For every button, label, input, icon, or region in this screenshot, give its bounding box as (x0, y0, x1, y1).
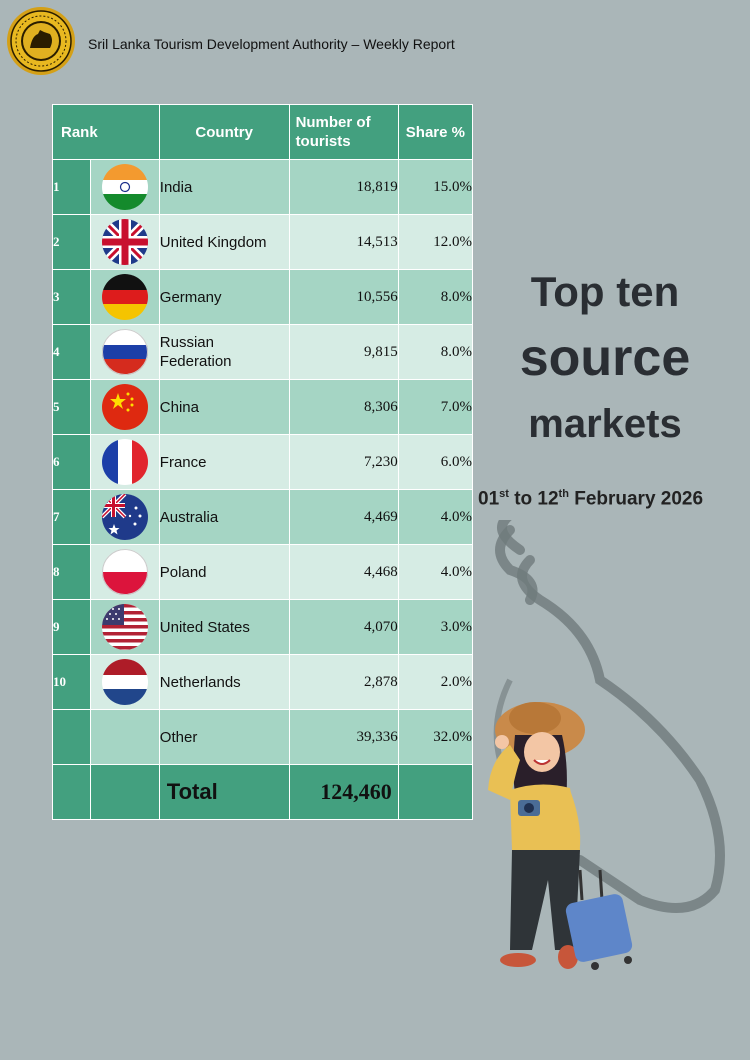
table-row: 3 Germany 10,556 8.0% (51, 269, 474, 325)
share-cell: 12.0% (397, 214, 474, 270)
share-cell: 32.0% (397, 709, 474, 765)
tourists-cell: 4,468 (288, 544, 399, 600)
traveler-illustration-icon (488, 520, 725, 970)
share-cell: 15.0% (397, 159, 474, 215)
country-cell: United Kingdom (158, 214, 290, 270)
share-cell: 7.0% (397, 379, 474, 435)
poland-flag-icon (102, 549, 149, 595)
date-range: 01st to 12th February 2026 (478, 488, 704, 510)
flag-cell-empty (90, 764, 160, 820)
rank-cell: 4 (51, 324, 92, 380)
header-share: Share % (397, 104, 474, 160)
table-header-row: Rank Country Number of tourists Share % (52, 104, 474, 160)
rank-cell: 2 (51, 214, 92, 270)
table-row: 4 Russian Federation 9,815 8.0% (51, 324, 474, 380)
title-line-3: markets (528, 402, 682, 446)
total-label: Total (158, 764, 290, 820)
rank-cell-empty (51, 764, 92, 820)
tourists-cell: 8,306 (288, 379, 399, 435)
germany-flag-icon (102, 274, 149, 320)
netherlands-flag-icon (102, 659, 149, 705)
sltda-logo-icon (7, 7, 75, 75)
tourists-cell: 39,336 (288, 709, 399, 765)
share-cell: 4.0% (397, 544, 474, 600)
usa-flag-icon (102, 604, 149, 650)
tourists-cell: 9,815 (288, 324, 399, 380)
title-line-1: Top ten (530, 268, 680, 315)
table-row: 2 United Kingdom 14,513 12.0% (51, 214, 474, 270)
header-number-of-tourists: Number of tourists (288, 104, 399, 160)
country-cell: France (158, 434, 290, 490)
table-row: 6 France 7,230 6.0% (51, 434, 474, 490)
tourists-cell: 14,513 (288, 214, 399, 270)
country-cell: Australia (158, 489, 290, 545)
table-row: 10 Netherlands 2,878 2.0% (51, 654, 474, 710)
country-cell: Other (158, 709, 290, 765)
country-cell: India (158, 159, 290, 215)
country-cell: Netherlands (158, 654, 290, 710)
tourists-cell: 10,556 (288, 269, 399, 325)
country-cell: Poland (158, 544, 290, 600)
share-cell: 3.0% (397, 599, 474, 655)
table-row: 9 United States 4,070 3.0% (51, 599, 474, 655)
share-cell: 2.0% (397, 654, 474, 710)
france-flag-icon (102, 439, 149, 485)
rank-cell: 9 (51, 599, 92, 655)
uk-flag-icon (102, 219, 149, 265)
share-cell-empty (397, 764, 474, 820)
header-country: Country (158, 104, 290, 160)
country-cell: China (158, 379, 290, 435)
india-flag-icon (102, 164, 149, 210)
russia-flag-icon (102, 329, 149, 375)
tourists-cell: 4,469 (288, 489, 399, 545)
tourists-cell: 2,878 (288, 654, 399, 710)
rank-cell-empty (51, 709, 92, 765)
table-row-other: Other 39,336 32.0% (51, 709, 474, 765)
rank-cell: 3 (51, 269, 92, 325)
table-row: 8 Poland 4,468 4.0% (51, 544, 474, 600)
share-cell: 8.0% (397, 269, 474, 325)
rank-cell: 7 (51, 489, 92, 545)
share-cell: 4.0% (397, 489, 474, 545)
rank-cell: 8 (51, 544, 92, 600)
share-cell: 8.0% (397, 324, 474, 380)
total-tourists: 124,460 (288, 764, 399, 820)
table-row: 7 Australia 4,469 4.0% (51, 489, 474, 545)
country-cell: Russian Federation (158, 324, 290, 380)
country-cell: Germany (158, 269, 290, 325)
header-rank: Rank (52, 104, 160, 160)
tourists-cell: 7,230 (288, 434, 399, 490)
rank-cell: 10 (51, 654, 92, 710)
flag-cell-empty (90, 709, 160, 765)
rank-cell: 1 (51, 159, 92, 215)
source-markets-table: Rank Country Number of tourists Share % … (51, 104, 474, 820)
country-cell: United States (158, 599, 290, 655)
table-row: 1 India 18,819 15.0% (51, 159, 474, 215)
rank-cell: 5 (51, 379, 92, 435)
tourists-cell: 18,819 (288, 159, 399, 215)
report-header: Sril Lanka Tourism Development Authority… (88, 36, 455, 52)
rank-cell: 6 (51, 434, 92, 490)
share-cell: 6.0% (397, 434, 474, 490)
australia-flag-icon (102, 494, 149, 540)
table-row: 5 China 8,306 7.0% (51, 379, 474, 435)
table-row-total: Total 124,460 (51, 764, 474, 820)
title-line-2: source (519, 329, 691, 387)
china-flag-icon (102, 384, 149, 430)
tourists-cell: 4,070 (288, 599, 399, 655)
